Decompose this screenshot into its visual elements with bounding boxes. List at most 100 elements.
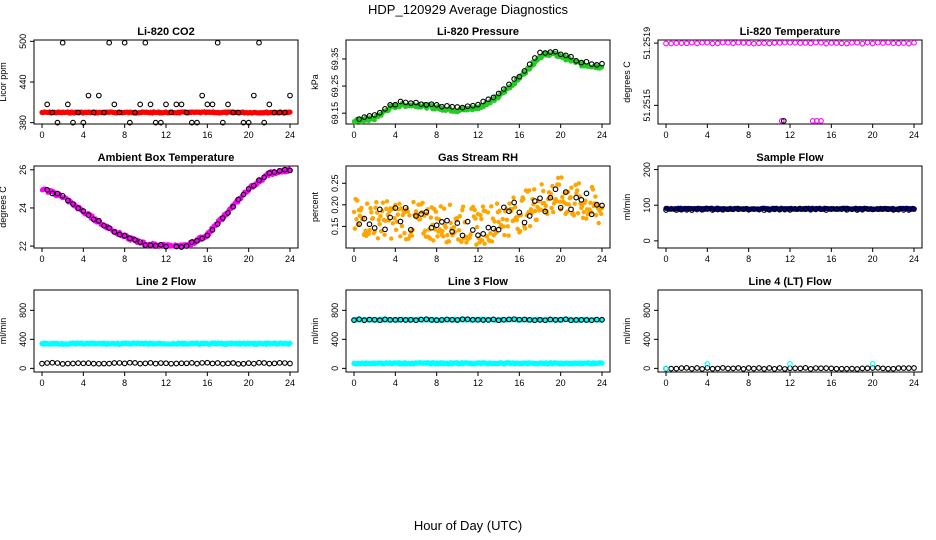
data-point: [756, 365, 762, 371]
data-point: [776, 365, 783, 371]
data-point: [818, 206, 824, 213]
figure-title: HDP_120929 Average Diagnostics: [368, 2, 568, 17]
data-point: [683, 40, 690, 47]
data-point: [256, 359, 262, 366]
data-point: [287, 340, 293, 346]
x-tick-label: 12: [473, 254, 483, 264]
chart-title: Gas Stream RH: [438, 152, 518, 164]
data-point: [188, 119, 195, 126]
data-point: [766, 365, 773, 371]
x-tick-label: 8: [434, 378, 439, 388]
data-point: [859, 40, 866, 47]
data-point: [376, 206, 383, 213]
data-point: [456, 228, 462, 233]
data-point: [447, 202, 453, 208]
series-cyan-0: [351, 316, 605, 367]
data-point: [534, 217, 539, 222]
x-tick-label: 12: [161, 378, 171, 388]
y-tick-label: 800: [330, 303, 340, 318]
data-point: [418, 211, 425, 217]
data-point: [387, 317, 394, 323]
x-tick-label: 4: [393, 254, 398, 264]
data-point: [730, 40, 737, 47]
x-tick-label: 24: [285, 378, 295, 388]
series-orange-0: [351, 175, 605, 247]
data-point: [704, 361, 711, 367]
data-point: [838, 206, 845, 212]
data-point: [843, 365, 850, 372]
data-point: [204, 359, 211, 366]
data-point: [593, 316, 600, 323]
chart-box-temp: Ambient Box Temperature degrees C 0 4 8 12 16 2…: [0, 152, 299, 264]
data-point: [230, 203, 237, 210]
data-point: [485, 224, 492, 231]
data-point: [792, 365, 799, 372]
x-tick-label: 8: [122, 378, 127, 388]
data-point: [568, 194, 573, 200]
data-point: [240, 119, 247, 126]
data-point: [64, 197, 71, 204]
data-point: [441, 206, 447, 211]
data-point: [506, 316, 512, 323]
data-point: [588, 211, 595, 218]
y-tick-label: 800: [18, 303, 28, 318]
data-point: [111, 229, 118, 235]
data-point: [584, 216, 589, 221]
data-point: [427, 227, 432, 232]
data-point: [869, 361, 876, 367]
data-point: [849, 365, 855, 372]
data-point: [494, 201, 500, 206]
data-point: [361, 215, 368, 222]
data-point: [542, 208, 549, 215]
data-point: [537, 195, 543, 202]
data-point: [126, 359, 133, 366]
data-point: [225, 360, 231, 367]
data-point: [116, 109, 123, 116]
y-tick-label: 440: [18, 74, 28, 89]
y-tick-label: 69.15: [330, 102, 340, 125]
data-point: [599, 316, 605, 323]
data-point: [704, 365, 711, 371]
y-tick-label: 0.20: [330, 196, 340, 214]
data-point: [781, 39, 788, 46]
data-point: [568, 317, 574, 324]
data-point: [495, 317, 502, 324]
data-point: [204, 101, 211, 108]
data-point: [385, 212, 391, 218]
data-point: [199, 92, 206, 99]
x-tick-label: 16: [514, 130, 524, 140]
x-tick-label: 16: [826, 378, 836, 388]
data-point: [454, 220, 461, 226]
data-point: [398, 234, 403, 239]
data-point: [59, 39, 66, 46]
data-point: [537, 49, 543, 56]
data-point: [554, 198, 559, 204]
data-point: [521, 68, 528, 74]
data-point: [823, 207, 830, 213]
data-point: [550, 183, 555, 189]
data-point: [392, 101, 399, 108]
data-point: [885, 39, 892, 46]
data-point: [469, 227, 476, 233]
data-point: [807, 366, 814, 372]
data-point: [235, 361, 242, 367]
data-point: [478, 212, 483, 218]
data-point: [428, 215, 434, 220]
data-point: [276, 360, 283, 366]
data-point: [142, 360, 149, 367]
data-point: [745, 206, 752, 213]
data-point: [812, 206, 819, 213]
data-point: [361, 114, 368, 121]
data-point: [490, 225, 497, 232]
data-point: [890, 40, 897, 47]
data-point: [395, 212, 401, 217]
data-point: [80, 360, 87, 367]
data-point: [444, 102, 450, 109]
y-tick-label: 380: [18, 115, 28, 130]
data-point: [766, 207, 773, 213]
series-black-1: [44, 166, 293, 250]
data-point: [250, 182, 257, 189]
data-point: [526, 316, 533, 323]
y-tick-label: 22: [18, 241, 28, 251]
data-point: [556, 182, 562, 187]
